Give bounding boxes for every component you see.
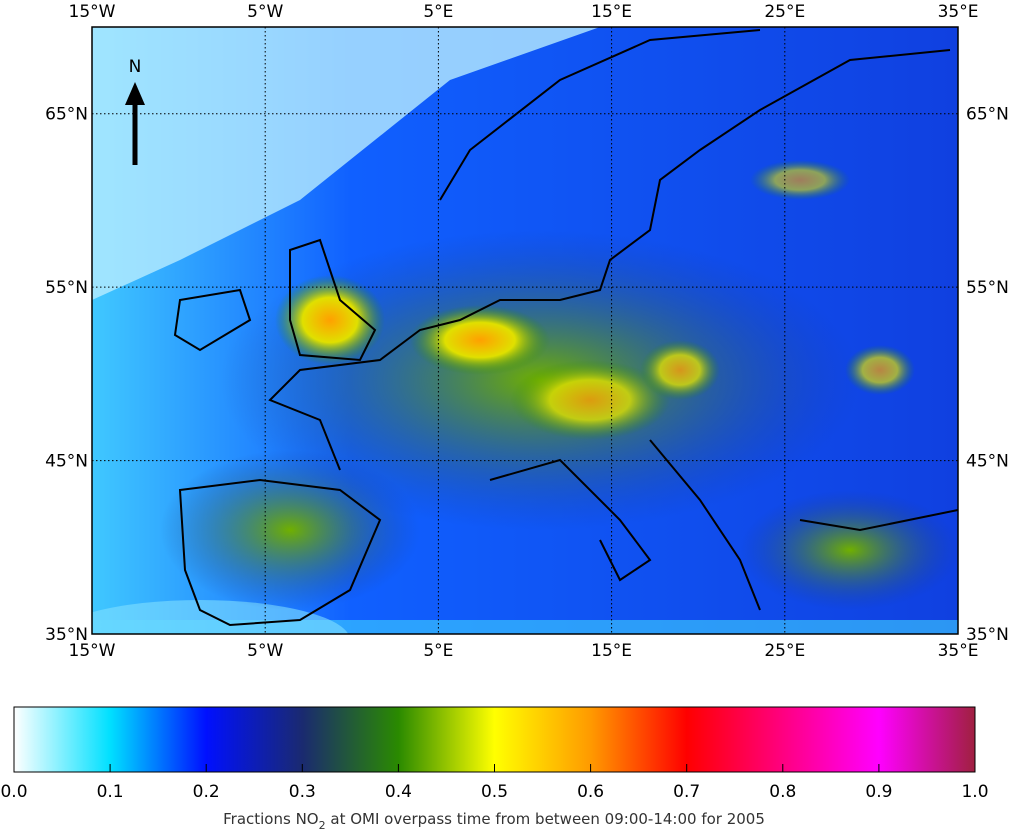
- map-frame: [91, 26, 959, 635]
- colorbar-label: 0.6: [577, 782, 604, 802]
- colorbar-label: 0.2: [193, 782, 220, 802]
- colorbar-label: 1.0: [961, 782, 988, 802]
- colorbar: [13, 706, 976, 773]
- lon-label: 35°E: [938, 641, 979, 661]
- north-arrow: N: [125, 57, 145, 165]
- lon-label: 5°E: [423, 641, 453, 661]
- lat-label: 45°N: [45, 452, 88, 472]
- colorbar-label: 0.7: [673, 782, 700, 802]
- colorbar-label: 0.3: [289, 782, 316, 802]
- lon-label: 5°W: [247, 641, 283, 661]
- caption-text: Fractions NO: [223, 810, 319, 828]
- colorbar-label: 0.8: [769, 782, 796, 802]
- lon-label: 5°W: [247, 2, 283, 22]
- lat-label: 65°N: [966, 105, 1009, 125]
- lon-label: 25°E: [764, 2, 805, 22]
- lon-label: 15°E: [591, 2, 632, 22]
- lat-label: 35°N: [45, 625, 88, 645]
- lat-label: 55°N: [966, 278, 1009, 298]
- lat-label: 65°N: [45, 105, 88, 125]
- lon-label: 25°E: [764, 641, 805, 661]
- lon-label: 15°E: [591, 641, 632, 661]
- colorbar-label: 0.5: [481, 782, 508, 802]
- caption-text: at OMI overpass time from between 09:00-…: [326, 810, 765, 828]
- colorbar-label: 0.1: [97, 782, 124, 802]
- lon-label: 15°W: [69, 641, 116, 661]
- north-label: N: [129, 57, 142, 77]
- lon-label: 35°E: [938, 2, 979, 22]
- lon-label: 15°W: [69, 2, 116, 22]
- lon-label: 5°E: [423, 2, 453, 22]
- lat-label: 45°N: [966, 452, 1009, 472]
- colorbar-label: 0.9: [865, 782, 892, 802]
- colorbar-label: 0.0: [0, 782, 27, 802]
- caption: Fractions NO2 at OMI overpass time from …: [223, 810, 765, 831]
- map-field: [92, 27, 958, 634]
- lat-label: 55°N: [45, 278, 88, 298]
- lat-label: 35°N: [966, 625, 1009, 645]
- colorbar-label: 0.4: [385, 782, 412, 802]
- caption-subscript: 2: [319, 819, 326, 831]
